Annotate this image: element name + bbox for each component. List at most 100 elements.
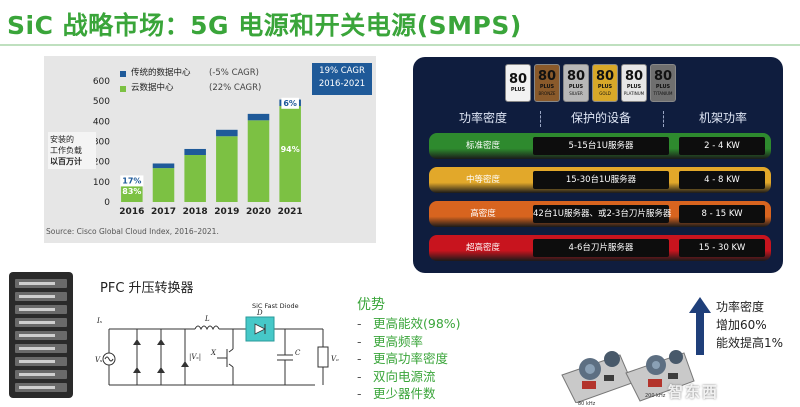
pfc-title: PFC 升压转换器: [100, 281, 194, 296]
badge-number: 80: [566, 69, 586, 84]
y-axis-label-line-2: 工作负载: [50, 146, 82, 155]
badge-80plus: 80 PLUS: [505, 64, 531, 102]
tier-power: 2 - 4 KW: [679, 137, 765, 155]
cagr-badge: 19% CAGR 2016-2021: [312, 63, 372, 95]
x-tick-label: 2021: [278, 207, 303, 217]
y-tick-label: 500: [93, 97, 110, 107]
advantage-text: 更少器件数: [373, 386, 436, 401]
title-divider: [0, 44, 800, 46]
bar-traditional-segment: [247, 113, 270, 121]
label-vs: Vₛ: [95, 356, 103, 364]
x-tick-label: 2016: [119, 207, 144, 217]
label-l: L: [204, 315, 210, 323]
tier-density: 高密度: [470, 209, 496, 219]
pfc-boost-circuit-diagram: Iₛ Vₛ L D X C Vₒ |Vₛ|: [95, 309, 339, 386]
badge-plus: PLUS: [568, 84, 584, 90]
y-tick-label: 400: [93, 117, 110, 127]
advantage-text: 更高功率密度: [373, 351, 449, 366]
badge-tier: GOLD: [599, 91, 611, 96]
header-separator-2: [663, 111, 665, 127]
legend-entry-traditional: 传统的数据中心 (-5% CAGR): [120, 66, 261, 81]
x-tick-label: 2018: [183, 207, 208, 217]
hardware-label-80khz: 80 kHz: [578, 401, 596, 407]
label-c: C: [295, 349, 301, 357]
hardware-label-200khz: 200 kHz: [645, 393, 666, 399]
power-tier-row: 超高密度 4-6台刀片服务器 15 - 30 KW: [429, 235, 771, 261]
server-rack-icon: [9, 272, 73, 398]
tier-density: 超高密度: [465, 243, 500, 253]
legend-label-cloud: 云数据中心: [131, 83, 174, 93]
legend-note-traditional: (-5% CAGR): [209, 68, 259, 78]
data-label: 17%: [122, 176, 141, 185]
power-tier-row: 高密度 42台1U服务器、或2-3台刀片服务器 8 - 15 KW: [429, 201, 771, 227]
badge-plus: PLUS: [626, 84, 642, 90]
bar-traditional-segment: [152, 163, 175, 169]
advantages-list: - 更高能效(98%) - 更高频率 - 更高功率密度 - 双向电源流 - 更少器件数: [357, 315, 461, 403]
tier-power: 4 - 8 KW: [679, 171, 765, 189]
advantage-text: 更高频率: [373, 333, 424, 349]
header-protected-devices: 保护的设备: [570, 111, 631, 125]
label-is: Iₛ: [96, 317, 103, 325]
data-label: 83%: [122, 187, 141, 196]
slide-title: SiC 战略市场：5G 电源和开关电源(SMPS): [7, 11, 522, 40]
bar-cloud-segment: [184, 155, 206, 202]
80plus-badge-row: 80 PLUS 80 PLUS BRONZE 80 PLUS SILVER 80 PLUS GOLD…: [505, 64, 676, 102]
tier-devices: 42台1U服务器、或2-3台刀片服务器: [533, 205, 671, 223]
gain-line-3: 能效提高1%: [716, 336, 784, 350]
chart-source: Source: Cisco Global Cloud Index, 2016–2…: [46, 227, 219, 236]
legend-swatch-cloud: [120, 85, 126, 92]
x-tick-label: 2019: [214, 207, 239, 217]
bar-cloud-segment: [247, 120, 270, 202]
power-table-header: 功率密度 保护的设备 机架功率: [413, 109, 783, 127]
gain-line-2: 增加60%: [716, 318, 767, 332]
badge-80plus: 80 PLUS PLATINUM: [621, 64, 647, 102]
sic-diode-label: SiC Fast Diode: [252, 302, 299, 310]
chart-legend: 传统的数据中心 (-5% CAGR) 云数据中心 (22% CAGR): [120, 66, 261, 96]
advantages-title: 优势: [357, 297, 385, 313]
badge-plus: PLUS: [597, 84, 613, 90]
tier-density: 标准密度: [465, 141, 500, 151]
y-tick-label: 300: [93, 138, 110, 148]
bar-cloud-segment: [279, 106, 301, 202]
badge-tier: PLATINUM: [623, 91, 645, 96]
advantage-item: - 双向电源流: [357, 368, 436, 384]
advantage-item: - 更高能效(98%): [357, 316, 461, 331]
badge-80plus: 80 PLUS SILVER: [563, 64, 589, 102]
advantage-item: - 更高功率密度: [357, 351, 449, 366]
tier-power: 8 - 15 KW: [679, 205, 765, 223]
power-supply-boards-image: [561, 350, 695, 403]
tier-devices: 5-15台1U服务器: [533, 137, 669, 155]
label-d: D: [256, 309, 263, 317]
bar-traditional-segment: [216, 129, 238, 137]
badge-80plus: 80 PLUS GOLD: [592, 64, 618, 102]
y-tick-label: 200: [93, 158, 110, 168]
y-axis-label: 安装的 工作负载 以百万计: [48, 132, 96, 169]
legend-swatch-traditional: [120, 70, 126, 77]
y-tick-label: 100: [93, 178, 110, 188]
badge-number: 80: [595, 69, 615, 84]
badge-80plus: 80 PLUS BRONZE: [534, 64, 560, 102]
power-density-panel: 80 PLUS 80 PLUS BRONZE 80 PLUS SILVER 80 PLUS GOLD…: [413, 57, 783, 273]
badge-plus: PLUS: [655, 84, 671, 90]
workload-bar-chart: 0 100 200 300 400 500 600 2016 2017 2018 2019 2020 2…: [93, 77, 303, 217]
header-rack-power: 机架功率: [698, 111, 747, 125]
header-separator-1: [540, 111, 542, 127]
badge-number: 80: [537, 69, 557, 84]
badge-80plus: 80 PLUS TITANIUM: [650, 64, 676, 102]
advantage-text: 双向电源流: [373, 368, 436, 384]
cagr-line-2: 2016-2021: [318, 79, 366, 89]
badge-number: 80: [624, 69, 644, 84]
y-tick-label: 0: [104, 198, 110, 208]
y-axis-label-line-1: 安装的: [50, 135, 74, 144]
y-axis-label-line-3: 以百万计: [50, 157, 82, 166]
tier-devices: 4-6台刀片服务器: [533, 239, 669, 257]
bar-cloud-segment: [216, 136, 238, 202]
bar-cloud-segment: [121, 182, 143, 202]
data-label: 94%: [281, 145, 300, 154]
workload-chart-panel: 0 100 200 300 400 500 600 2016 2017 2018 2019 2020 2…: [44, 56, 376, 243]
advantage-item: - 更高频率: [357, 333, 424, 349]
gain-line-1: 功率密度: [716, 300, 765, 314]
y-tick-label: 600: [93, 77, 110, 87]
watermark: 智东西: [668, 383, 720, 401]
badge-tier: TITANIUM: [653, 91, 673, 96]
